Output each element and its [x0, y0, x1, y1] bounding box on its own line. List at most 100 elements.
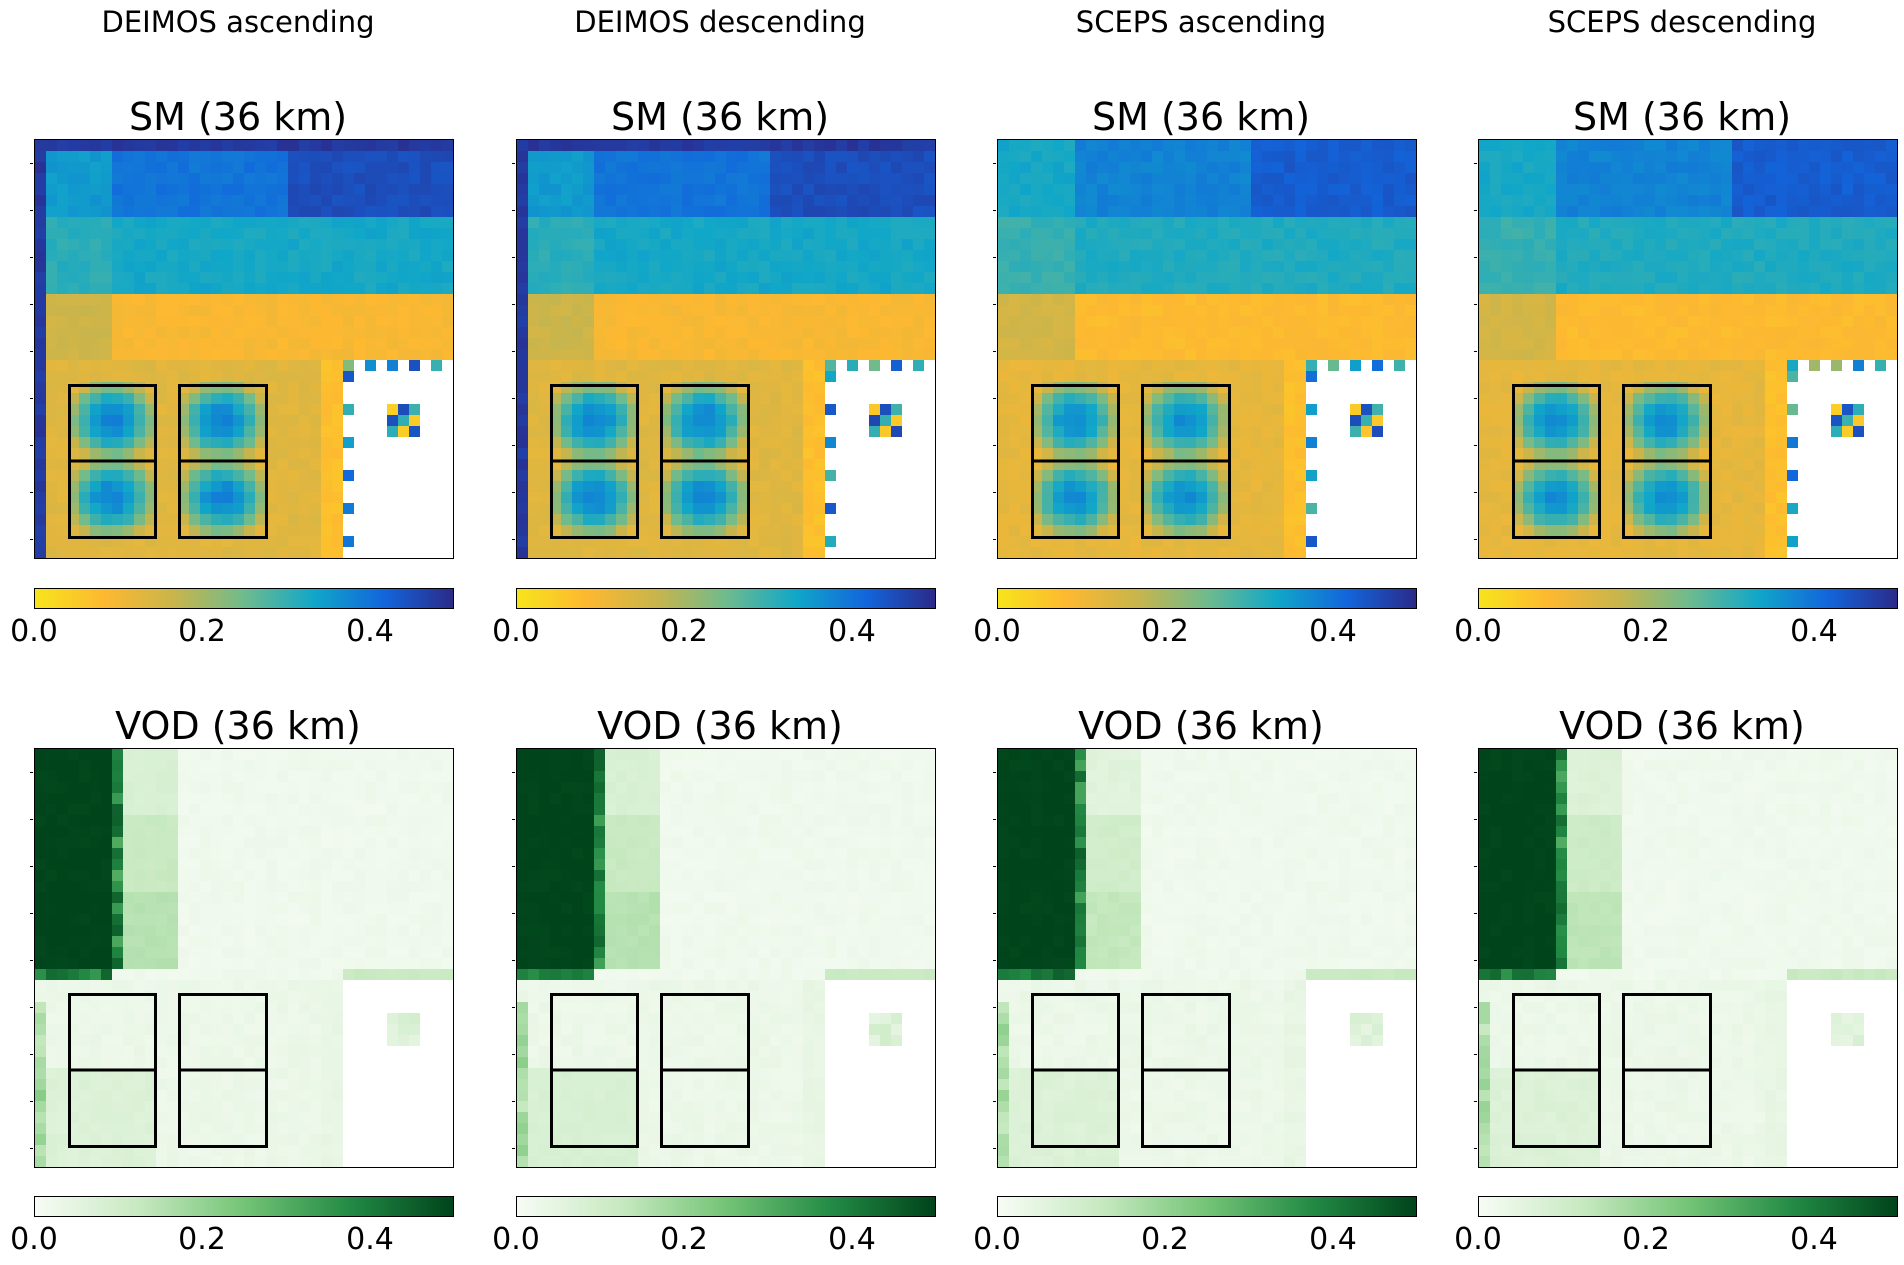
sm-panel-title: SM (36 km): [1572, 95, 1792, 139]
y-axis-tick: [30, 398, 33, 399]
y-axis-tick: [1474, 1007, 1477, 1008]
box-divider: [1514, 1068, 1599, 1072]
column-title-sceps-descending: SCEPS descending: [1547, 5, 1817, 39]
y-axis-tick: [30, 772, 33, 773]
colorbar-tick-label: 0.0: [973, 1222, 1021, 1257]
y-axis-tick: [1474, 210, 1477, 211]
y-axis-tick: [512, 539, 515, 540]
colorbar-tick-label: 0.2: [178, 614, 226, 649]
y-axis-tick: [512, 913, 515, 914]
y-axis-tick: [993, 1054, 996, 1055]
y-axis-tick: [993, 445, 996, 446]
heatmap-cells: [35, 749, 453, 1167]
box-divider: [1625, 1068, 1710, 1072]
y-axis-tick: [30, 1101, 33, 1102]
study-area-box: [1622, 383, 1713, 540]
box-divider: [1514, 459, 1599, 463]
vod-colorbar: [516, 1196, 936, 1217]
y-axis-tick: [30, 1054, 33, 1055]
y-axis-tick: [993, 1148, 996, 1149]
box-divider: [1033, 1068, 1118, 1072]
study-area-box: [1511, 992, 1602, 1149]
colorbar-tick-label: 0.4: [346, 614, 394, 649]
colorbar-tick-label: 0.2: [1622, 1222, 1670, 1257]
study-area-box: [67, 383, 158, 540]
y-axis-tick: [512, 304, 515, 305]
box-divider: [70, 1068, 155, 1072]
y-axis-tick: [512, 492, 515, 493]
y-axis-tick: [512, 1007, 515, 1008]
colorbar-tick-label: 0.4: [1309, 1222, 1357, 1257]
y-axis-tick: [1474, 772, 1477, 773]
heatmap-cells: [998, 140, 1416, 558]
y-axis-tick: [30, 1007, 33, 1008]
box-divider: [552, 1068, 637, 1072]
y-axis-tick: [1474, 913, 1477, 914]
vod-panel-title: VOD (36 km): [115, 704, 361, 748]
heatmap-cells: [35, 140, 453, 558]
heatmap-cells: [1479, 749, 1897, 1167]
colorbar-tick-label: 0.2: [1141, 1222, 1189, 1257]
y-axis-tick: [1474, 163, 1477, 164]
sm-colorbar: [516, 588, 936, 609]
heatmap-cells: [517, 749, 935, 1167]
study-area-box: [1141, 383, 1232, 540]
colorbar-tick-label: 0.2: [660, 614, 708, 649]
y-axis-tick: [993, 398, 996, 399]
column-title-deimos-ascending: DEIMOS ascending: [101, 5, 375, 39]
study-area-box: [549, 992, 640, 1149]
colorbar-tick-label: 0.2: [178, 1222, 226, 1257]
heatmap-cells: [517, 140, 935, 558]
study-area-box: [67, 992, 158, 1149]
colorbar-tick-label: 0.0: [1454, 1222, 1502, 1257]
colorbar-tick-label: 0.4: [346, 1222, 394, 1257]
y-axis-tick: [1474, 960, 1477, 961]
y-axis-tick: [512, 398, 515, 399]
y-axis-tick: [30, 257, 33, 258]
colorbar-tick-label: 0.2: [1141, 614, 1189, 649]
vod-colorbar: [997, 1196, 1417, 1217]
sm-colorbar: [34, 588, 454, 609]
colorbar-tick-label: 0.4: [828, 1222, 876, 1257]
y-axis-tick: [993, 257, 996, 258]
y-axis-tick: [993, 304, 996, 305]
vod-heatmap: [516, 748, 936, 1168]
vod-colorbar: [1478, 1196, 1898, 1217]
box-divider: [663, 459, 748, 463]
y-axis-tick: [1474, 1054, 1477, 1055]
study-area-box: [660, 992, 751, 1149]
vod-heatmap: [1478, 748, 1898, 1168]
study-area-box: [1030, 992, 1121, 1149]
colorbar-tick-label: 0.2: [1622, 614, 1670, 649]
y-axis-tick: [30, 1148, 33, 1149]
sm-panel-title: SM (36 km): [610, 95, 830, 139]
y-axis-tick: [512, 163, 515, 164]
y-axis-tick: [30, 492, 33, 493]
colorbar-tick-label: 0.2: [660, 1222, 708, 1257]
heatmap-cells: [998, 749, 1416, 1167]
y-axis-tick: [512, 819, 515, 820]
y-axis-tick: [512, 960, 515, 961]
y-axis-tick: [512, 445, 515, 446]
vod-colorbar: [34, 1196, 454, 1217]
y-axis-tick: [30, 445, 33, 446]
column-title-sceps-ascending: SCEPS ascending: [1075, 5, 1327, 39]
y-axis-tick: [993, 960, 996, 961]
y-axis-tick: [30, 210, 33, 211]
y-axis-tick: [1474, 304, 1477, 305]
colorbar-tick-label: 0.4: [1790, 1222, 1838, 1257]
vod-heatmap: [997, 748, 1417, 1168]
heatmap-cells: [1479, 140, 1897, 558]
y-axis-tick: [1474, 351, 1477, 352]
colorbar-tick-label: 0.0: [1454, 614, 1502, 649]
colorbar-tick-label: 0.4: [1309, 614, 1357, 649]
y-axis-tick: [30, 913, 33, 914]
y-axis-tick: [30, 819, 33, 820]
vod-panel-title: VOD (36 km): [597, 704, 843, 748]
box-divider: [1144, 1068, 1229, 1072]
box-divider: [70, 459, 155, 463]
box-divider: [552, 459, 637, 463]
y-axis-tick: [993, 539, 996, 540]
box-divider: [663, 1068, 748, 1072]
y-axis-tick: [1474, 539, 1477, 540]
